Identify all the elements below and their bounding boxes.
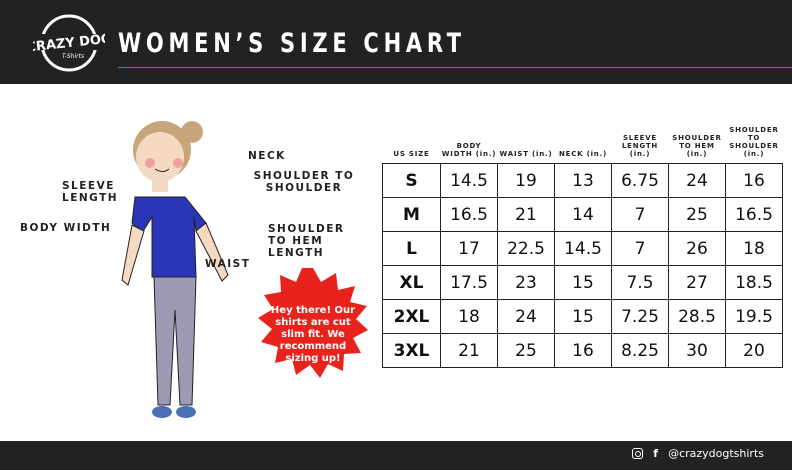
label-neck: NECK	[248, 150, 286, 162]
measurement-cell: 21	[497, 197, 555, 232]
footer: f @crazydogtshirts	[0, 441, 792, 470]
measurement-cell: 30	[668, 333, 726, 368]
table-row: XL 17.5 23 15 7.5 27 18.5	[382, 265, 783, 300]
measurement-cell: 19.5	[725, 299, 783, 334]
header-neck: NECK (in.)	[558, 150, 608, 158]
measurement-cell: 14	[554, 197, 612, 232]
header-us-size: US SIZE	[393, 150, 430, 158]
callout-text: Hey there! Our shirts are cut slim fit. …	[270, 305, 356, 364]
size-cell: XL	[382, 265, 441, 300]
label-waist: WAIST	[205, 258, 251, 270]
measurement-cell: 6.75	[611, 163, 669, 198]
measurement-cell: 16.5	[725, 197, 783, 232]
size-cell: S	[382, 163, 441, 198]
table-row: 2XL 18 24 15 7.25 28.5 19.5	[382, 299, 783, 334]
measurement-cell: 14.5	[554, 231, 612, 266]
measurement-cell: 25	[668, 197, 726, 232]
table-row: S 14.5 19 13 6.75 24 16	[382, 163, 783, 198]
crazy-dog-logo: CRAZY DOG T-Shirts	[33, 14, 105, 72]
header-body-width: BODY WIDTH (in.)	[441, 142, 497, 158]
measurement-cell: 16	[554, 333, 612, 368]
table-header-row: US SIZE BODY WIDTH (in.) WAIST (in.) NEC…	[383, 126, 783, 164]
measurement-cell: 16	[725, 163, 783, 198]
size-cell: 2XL	[382, 299, 441, 334]
measurement-cell: 17	[440, 231, 498, 266]
label-sleeve-length: SLEEVE LENGTH	[62, 180, 119, 204]
measurement-cell: 14.5	[440, 163, 498, 198]
measurement-cell: 22.5	[497, 231, 555, 266]
measurement-cell: 15	[554, 265, 612, 300]
size-table: US SIZE BODY WIDTH (in.) WAIST (in.) NEC…	[382, 126, 783, 368]
callout-starburst	[258, 268, 368, 378]
label-shoulder-to-hem: SHOULDER TO HEM LENGTH	[268, 223, 345, 259]
social-links: f @crazydogtshirts	[632, 447, 764, 460]
size-cell: M	[382, 197, 441, 232]
measurement-cell: 28.5	[668, 299, 726, 334]
measurement-cell: 25	[497, 333, 555, 368]
measurement-cell: 26	[668, 231, 726, 266]
measurement-cell: 19	[497, 163, 555, 198]
svg-text:T-Shirts: T-Shirts	[62, 53, 84, 60]
size-cell: 3XL	[382, 333, 441, 368]
header-waist: WAIST (in.)	[499, 150, 553, 158]
header-shoulder-to-hem: SHOULDER TO HEM (in.)	[672, 134, 722, 158]
label-body-width: BODY WIDTH	[20, 222, 112, 234]
facebook-icon[interactable]: f	[653, 447, 659, 460]
measurement-cell: 20	[725, 333, 783, 368]
measurement-cell: 7.25	[611, 299, 669, 334]
measurement-cell: 18.5	[725, 265, 783, 300]
label-shoulder-to-shoulder: SHOULDER TO SHOULDER	[253, 170, 355, 194]
instagram-icon[interactable]	[632, 448, 644, 459]
header-sleeve-length: SLEEVE LENGTH (in.)	[621, 134, 659, 158]
measurement-cell: 21	[440, 333, 498, 368]
measurement-cell: 15	[554, 299, 612, 334]
measurement-cell: 7	[611, 197, 669, 232]
table-row: L 17 22.5 14.5 7 26 18	[382, 231, 783, 266]
header: CRAZY DOG T-Shirts WOMEN’S SIZE CHART	[0, 0, 792, 84]
measurement-cell: 18	[725, 231, 783, 266]
header-divider	[118, 67, 792, 68]
measurement-cell: 23	[497, 265, 555, 300]
table-row: M 16.5 21 14 7 25 16.5	[382, 197, 783, 232]
measurement-cell: 16.5	[440, 197, 498, 232]
measurement-cell: 13	[554, 163, 612, 198]
measurement-cell: 18	[440, 299, 498, 334]
size-cell: L	[382, 231, 441, 266]
table-row: 3XL 21 25 16 8.25 30 20	[382, 333, 783, 368]
page-title: WOMEN’S SIZE CHART	[118, 28, 466, 59]
measurement-cell: 27	[668, 265, 726, 300]
girl-illustration	[121, 121, 229, 418]
measurement-cell: 17.5	[440, 265, 498, 300]
header-shoulder-to-shoulder: SHOULDER TO SHOULDER (in.)	[729, 126, 779, 158]
social-handle[interactable]: @crazydogtshirts	[668, 447, 764, 460]
measurement-cell: 8.25	[611, 333, 669, 368]
measurement-cell: 7.5	[611, 265, 669, 300]
measurement-cell: 24	[668, 163, 726, 198]
measurement-cell: 24	[497, 299, 555, 334]
measurement-cell: 7	[611, 231, 669, 266]
